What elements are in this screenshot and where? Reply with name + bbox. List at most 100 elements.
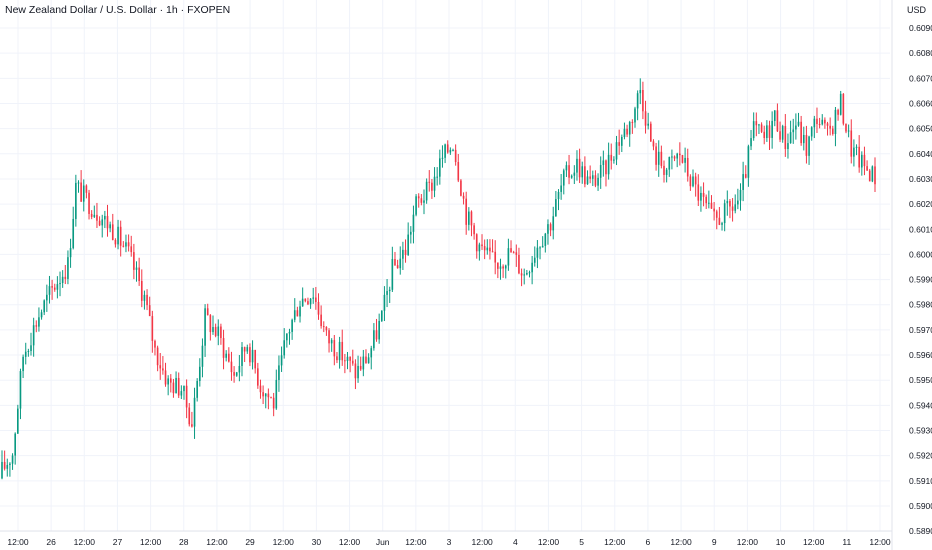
y-tick-label: 0.58900 — [909, 526, 932, 536]
candle — [67, 250, 69, 285]
candle — [758, 123, 760, 134]
candle — [686, 148, 689, 182]
price-axis[interactable]: 0.60900 0.60800 0.60700 0.60600 0.60500 0.604… — [909, 23, 932, 536]
candle-body — [634, 108, 636, 123]
candle — [272, 392, 275, 417]
candle — [462, 192, 465, 205]
candle — [779, 121, 781, 143]
candle — [17, 404, 19, 434]
candle — [504, 264, 507, 279]
candle-body — [515, 252, 518, 255]
candle — [771, 111, 773, 149]
candle-body — [763, 131, 766, 138]
candle — [805, 125, 808, 164]
candle-body — [581, 166, 584, 178]
candle — [257, 362, 259, 389]
candle-body — [64, 276, 67, 279]
candle-body — [668, 157, 671, 170]
candle — [291, 318, 293, 340]
candle — [800, 115, 802, 146]
candle-body — [808, 136, 810, 156]
candle — [636, 90, 639, 121]
candle — [710, 195, 713, 209]
x-tick-label: 12:00 — [273, 537, 295, 547]
candle — [338, 336, 341, 369]
candle-body — [288, 331, 291, 334]
time-axis[interactable]: 12:00 26 12:00 27 12:00 28 12:00 29 12:00 30 12:00… — [7, 537, 891, 547]
candle — [795, 113, 797, 140]
y-tick-label: 0.59500 — [909, 375, 932, 385]
candle — [399, 246, 402, 275]
candle-body — [11, 455, 14, 464]
candle — [483, 239, 486, 260]
candle-body — [61, 276, 64, 283]
candle — [341, 329, 344, 366]
y-tick-label: 0.59100 — [909, 476, 932, 486]
candle — [328, 328, 330, 353]
candle — [494, 240, 497, 275]
candle-body — [127, 242, 130, 247]
y-tick-label: 0.60500 — [909, 124, 932, 134]
candle — [473, 222, 475, 240]
candle-body — [502, 266, 504, 269]
candle — [565, 161, 568, 178]
candle-body — [631, 122, 634, 124]
candle-body — [3, 461, 6, 469]
candle — [349, 356, 351, 373]
candle — [766, 120, 768, 142]
candle-body — [114, 239, 117, 245]
candle-body — [481, 244, 483, 247]
candle — [557, 189, 560, 211]
candle — [657, 140, 660, 177]
x-tick-label: 12:00 — [538, 537, 560, 547]
candle — [697, 174, 700, 207]
x-tick-label: 12:00 — [803, 537, 825, 547]
candle-body — [533, 257, 536, 263]
candle — [412, 205, 415, 244]
candle-body — [816, 118, 818, 125]
candle — [652, 139, 655, 151]
candle — [125, 234, 127, 253]
candle-body — [512, 252, 515, 254]
candle — [228, 347, 230, 363]
candle — [626, 124, 628, 138]
candle — [536, 240, 539, 269]
candle — [486, 239, 489, 255]
candle — [816, 107, 818, 134]
candle — [130, 235, 133, 257]
candle — [723, 199, 726, 232]
candle-body — [483, 246, 486, 251]
candle-body — [792, 129, 795, 133]
candle — [254, 349, 257, 374]
candle — [3, 450, 6, 471]
candle-body — [576, 158, 578, 173]
candle-body — [787, 143, 789, 150]
candle-body — [737, 200, 739, 205]
candle-body — [855, 146, 858, 148]
candle-body — [259, 385, 262, 393]
candle — [175, 371, 177, 394]
candle — [32, 317, 35, 357]
candle-body — [615, 142, 618, 160]
candle — [541, 236, 544, 248]
candle — [336, 351, 338, 364]
candle-body — [180, 391, 183, 396]
candle-body — [547, 224, 549, 234]
candle-body — [734, 204, 737, 211]
candle — [562, 168, 565, 195]
candle — [19, 368, 22, 420]
candle — [679, 142, 681, 166]
candle-body — [322, 326, 325, 328]
candle-body — [570, 175, 573, 178]
candle — [802, 126, 805, 151]
candle — [82, 179, 85, 212]
candle-body — [46, 294, 48, 301]
candle-body — [307, 301, 309, 305]
candle — [283, 328, 286, 359]
candle — [454, 144, 457, 166]
candle — [27, 348, 30, 357]
candle — [143, 290, 146, 310]
candle — [209, 314, 212, 341]
candle — [280, 346, 283, 372]
candle — [839, 90, 842, 116]
